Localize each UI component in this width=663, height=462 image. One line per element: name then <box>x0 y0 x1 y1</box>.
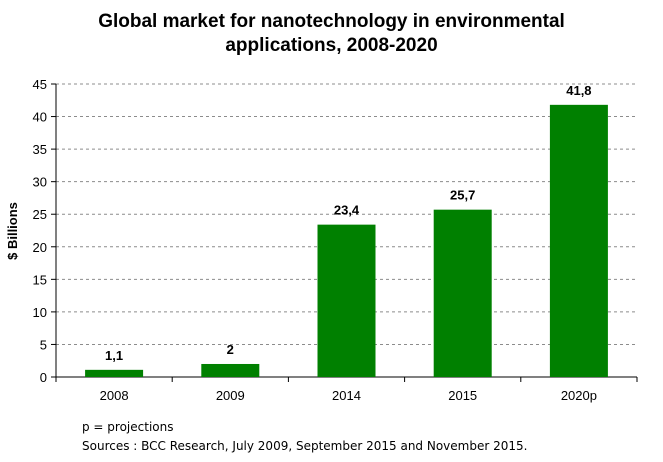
y-tick-label-9: 45 <box>33 77 47 92</box>
y-tick-label-7: 35 <box>33 142 47 157</box>
y-tick-label-4: 20 <box>33 240 47 255</box>
bar-2015 <box>433 209 492 377</box>
bar-2008 <box>85 369 144 377</box>
y-axis-label: $ Billions <box>5 202 20 260</box>
y-tick-label-6: 30 <box>33 175 47 190</box>
data-label-2020p: 41,8 <box>566 83 591 98</box>
y-tick-label-1: 5 <box>40 337 47 352</box>
y-tick-label-5: 25 <box>33 207 47 222</box>
projections-note: p = projections <box>82 420 174 434</box>
x-tick-label-2020p: 2020p <box>561 388 597 403</box>
bar-2020p <box>549 104 608 377</box>
y-tick-label-8: 40 <box>33 110 47 125</box>
sources-note: Sources : BCC Research, July 2009, Septe… <box>82 439 528 453</box>
x-tick-label-2015: 2015 <box>448 388 477 403</box>
data-label-2015: 25,7 <box>450 188 475 203</box>
chart-title-line-1: Global market for nanotechnology in envi… <box>98 11 565 32</box>
bar-2009 <box>201 363 260 377</box>
bars <box>85 104 608 377</box>
y-tick-label-2: 10 <box>33 305 47 320</box>
data-label-2009: 2 <box>227 342 234 357</box>
labels: 0 5 10 15 20 25 30 35 40 45 2008 1,1 2009 2 2014 23,4 20… <box>33 77 597 403</box>
data-label-2014: 23,4 <box>334 203 360 218</box>
y-tick-label-3: 15 <box>33 272 47 287</box>
data-label-2008: 1,1 <box>105 348 123 363</box>
chart-title-line-2: applications, 2008-2020 <box>225 35 438 56</box>
x-tick-label-2009: 2009 <box>216 388 245 403</box>
x-tick-label-2014: 2014 <box>332 388 361 403</box>
bar-2014 <box>317 224 376 377</box>
x-tick-label-2008: 2008 <box>100 388 129 403</box>
y-tick-label-0: 0 <box>40 370 47 385</box>
